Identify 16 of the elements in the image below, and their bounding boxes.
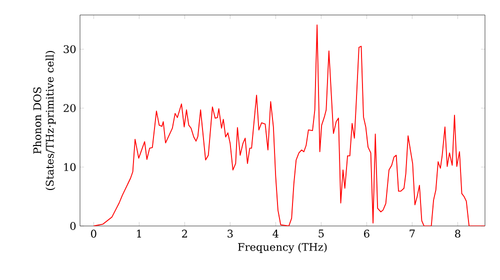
y-tick-label: 30	[64, 45, 76, 54]
x-tick-label: 7	[410, 230, 415, 238]
x-tick-label: 3	[228, 230, 233, 238]
x-tick-label: 8	[455, 230, 460, 238]
y-tick-label: 10	[64, 163, 76, 172]
y-axis-title: Phonon DOS (States/THz·primitive cell)	[33, 50, 56, 190]
x-axis-title: Frequency (THz)	[238, 242, 327, 254]
line-series	[93, 24, 485, 226]
x-tick-label: 4	[272, 230, 278, 238]
x-tick-label: 2	[182, 230, 187, 238]
y-tick-label: 20	[64, 104, 76, 112]
x-tick-label: 0	[91, 230, 96, 238]
x-tick-label: 1	[137, 230, 142, 238]
x-tick-label: 6	[364, 230, 370, 238]
y-tick-label: 0	[70, 222, 76, 230]
x-tick-label: 5	[318, 230, 324, 238]
